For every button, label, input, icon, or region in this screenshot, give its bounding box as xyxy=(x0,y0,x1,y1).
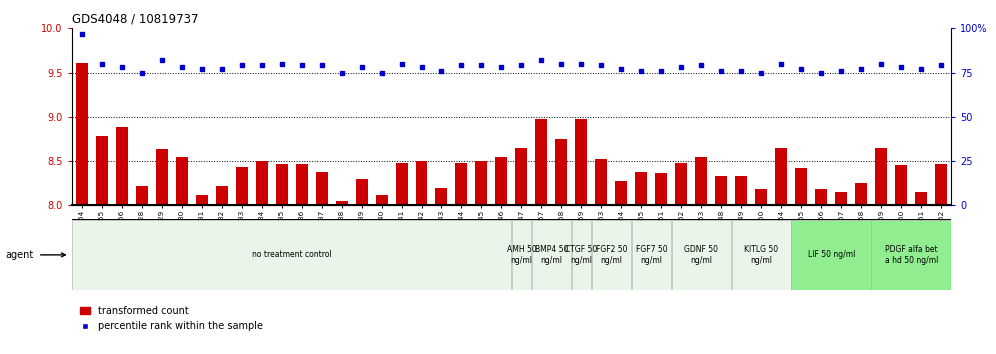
Bar xyxy=(836,192,848,205)
Bar xyxy=(795,168,808,205)
Text: LIF 50 ng/ml: LIF 50 ng/ml xyxy=(808,250,855,259)
Bar xyxy=(536,119,548,205)
Bar xyxy=(872,220,951,290)
Bar xyxy=(616,181,627,205)
Bar xyxy=(296,164,308,205)
Bar xyxy=(631,220,671,290)
Bar xyxy=(895,166,907,205)
Text: GDNF 50
ng/ml: GDNF 50 ng/ml xyxy=(684,245,718,264)
Bar xyxy=(675,163,687,205)
Bar xyxy=(96,136,108,205)
Bar xyxy=(635,172,647,205)
Bar xyxy=(715,176,727,205)
Text: AMH 50
ng/ml: AMH 50 ng/ml xyxy=(507,245,536,264)
Text: GDS4048 / 10819737: GDS4048 / 10819737 xyxy=(72,13,198,26)
Bar xyxy=(236,167,248,205)
Bar xyxy=(435,188,447,205)
Bar xyxy=(155,149,167,205)
Bar xyxy=(556,139,568,205)
Text: no treatment control: no treatment control xyxy=(252,250,332,259)
Bar xyxy=(455,163,467,205)
Bar xyxy=(512,220,531,290)
Bar xyxy=(576,119,588,205)
Bar xyxy=(532,220,572,290)
Text: BMP4 50
ng/ml: BMP4 50 ng/ml xyxy=(535,245,568,264)
Text: PDGF alfa bet
a hd 50 ng/ml: PDGF alfa bet a hd 50 ng/ml xyxy=(884,245,938,264)
Bar xyxy=(816,189,828,205)
Bar xyxy=(856,183,868,205)
Bar xyxy=(655,173,667,205)
Text: FGF7 50
ng/ml: FGF7 50 ng/ml xyxy=(635,245,667,264)
Bar xyxy=(135,186,147,205)
Bar xyxy=(915,192,927,205)
Bar xyxy=(516,148,528,205)
Bar xyxy=(175,156,187,205)
Bar xyxy=(875,148,887,205)
Bar xyxy=(395,163,407,205)
Text: CTGF 50
ng/ml: CTGF 50 ng/ml xyxy=(566,245,598,264)
Bar xyxy=(596,159,608,205)
Bar xyxy=(495,156,507,205)
Legend: transformed count, percentile rank within the sample: transformed count, percentile rank withi… xyxy=(77,302,267,335)
Bar xyxy=(671,220,731,290)
Bar xyxy=(592,220,631,290)
Text: KITLG 50
ng/ml: KITLG 50 ng/ml xyxy=(744,245,778,264)
Bar xyxy=(775,148,787,205)
Bar xyxy=(336,201,348,205)
Bar xyxy=(116,127,127,205)
Bar xyxy=(256,161,268,205)
Bar xyxy=(195,195,207,205)
Bar xyxy=(316,172,328,205)
Bar xyxy=(695,156,707,205)
Bar xyxy=(276,164,288,205)
Bar xyxy=(415,161,427,205)
Bar xyxy=(935,164,947,205)
Bar xyxy=(572,220,592,290)
Bar xyxy=(375,195,387,205)
Bar xyxy=(72,220,511,290)
Bar xyxy=(356,179,368,205)
Bar xyxy=(735,176,747,205)
Bar xyxy=(475,161,487,205)
Bar xyxy=(76,63,88,205)
Bar xyxy=(792,220,872,290)
Bar xyxy=(731,220,791,290)
Text: agent: agent xyxy=(5,250,33,260)
Text: FGF2 50
ng/ml: FGF2 50 ng/ml xyxy=(596,245,627,264)
Bar xyxy=(755,189,767,205)
Bar xyxy=(215,186,228,205)
